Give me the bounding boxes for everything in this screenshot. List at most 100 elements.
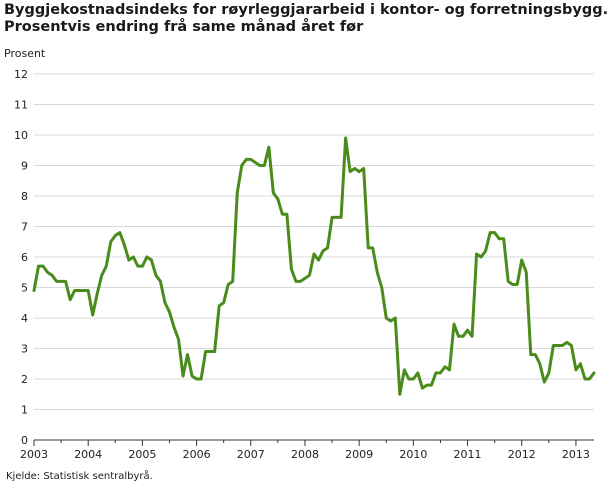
data-point-2012-11 bbox=[565, 341, 569, 344]
data-point-2004-02 bbox=[91, 313, 94, 317]
data-point-2010-01 bbox=[412, 377, 415, 381]
data-point-2010-12 bbox=[461, 335, 465, 338]
data-point-2012-01 bbox=[520, 258, 523, 262]
data-point-2012-03 bbox=[529, 353, 532, 356]
data-point-2008-06 bbox=[326, 246, 329, 250]
data-point-2007-05 bbox=[267, 146, 271, 149]
data-point-2011-11 bbox=[511, 283, 514, 286]
x-tick-label-2004: 2004 bbox=[74, 448, 102, 461]
data-point-2013-02 bbox=[579, 362, 582, 365]
data-point-2012-12 bbox=[570, 344, 573, 347]
data-point-2003-04 bbox=[46, 271, 49, 274]
data-point-2006-08 bbox=[226, 283, 230, 286]
data-point-2005-10 bbox=[181, 374, 185, 378]
data-point-2013-04 bbox=[588, 377, 591, 381]
y-tick-label-1: 1 bbox=[21, 404, 28, 417]
data-point-2011-09 bbox=[502, 237, 505, 240]
data-point-2008-07 bbox=[330, 216, 334, 219]
source-note: Kjelde: Statistisk sentralbyrå. bbox=[6, 471, 153, 482]
data-point-2006-12 bbox=[245, 158, 248, 161]
data-point-2004-11 bbox=[132, 255, 135, 259]
data-point-2009-12 bbox=[407, 377, 411, 381]
x-tick-label-2010: 2010 bbox=[399, 448, 427, 461]
data-point-2006-02 bbox=[199, 377, 203, 381]
y-tick-label-9: 9 bbox=[21, 160, 28, 173]
data-point-2012-05 bbox=[538, 362, 542, 365]
x-tick-label-2011: 2011 bbox=[454, 448, 482, 461]
data-point-2008-12 bbox=[353, 167, 356, 170]
data-point-2007-06 bbox=[272, 191, 275, 195]
data-point-2009-09 bbox=[394, 316, 397, 320]
data-point-2011-08 bbox=[497, 237, 501, 240]
data-point-2005-02 bbox=[145, 255, 149, 259]
x-tick-label-2012: 2012 bbox=[508, 448, 536, 461]
data-point-2004-04 bbox=[100, 274, 103, 277]
data-point-2007-07 bbox=[276, 197, 280, 201]
data-point-2012-09 bbox=[556, 344, 560, 347]
data-point-2006-06 bbox=[217, 304, 221, 307]
y-tick-label-3: 3 bbox=[21, 343, 28, 356]
data-point-2007-03 bbox=[258, 164, 262, 167]
data-point-2010-05 bbox=[430, 383, 433, 387]
data-point-2011-07 bbox=[493, 231, 496, 234]
data-point-2010-09 bbox=[448, 368, 451, 372]
data-point-2009-06 bbox=[380, 286, 383, 289]
data-point-2011-06 bbox=[488, 231, 492, 234]
chart-subtitle: Prosentvis endring frå same månad året f… bbox=[4, 19, 364, 35]
data-point-2011-10 bbox=[506, 280, 510, 283]
data-point-2009-11 bbox=[403, 368, 406, 372]
data-point-2013-03 bbox=[583, 377, 587, 381]
data-point-2005-06 bbox=[163, 301, 167, 304]
data-point-2010-11 bbox=[457, 335, 460, 338]
data-point-2011-01 bbox=[466, 329, 469, 332]
data-point-2007-04 bbox=[263, 164, 266, 167]
chart-title: Byggjekostnadsindeks for røyrleggjararbe… bbox=[4, 2, 608, 36]
data-point-2012-07 bbox=[547, 371, 551, 375]
data-point-2010-03 bbox=[421, 386, 424, 390]
data-point-2004-07 bbox=[114, 234, 117, 237]
data-point-2009-04 bbox=[371, 246, 374, 250]
data-point-2004-01 bbox=[86, 289, 90, 292]
data-point-2009-03 bbox=[366, 246, 370, 250]
data-point-2003-07 bbox=[59, 280, 63, 283]
y-tick-label-4: 4 bbox=[21, 312, 28, 325]
data-point-2005-01 bbox=[141, 264, 144, 268]
gridlines bbox=[34, 73, 594, 410]
data-point-2003-11 bbox=[77, 289, 81, 292]
y-tick-label-5: 5 bbox=[21, 282, 28, 295]
data-point-2006-09 bbox=[231, 280, 234, 283]
data-point-2005-07 bbox=[168, 310, 171, 314]
data-point-2004-08 bbox=[118, 231, 122, 234]
data-point-2012-10 bbox=[561, 344, 564, 347]
data-point-2006-07 bbox=[222, 301, 225, 304]
y-tick-label-11: 11 bbox=[14, 99, 28, 112]
data-point-2005-05 bbox=[159, 280, 162, 283]
chart-title-line1: Byggjekostnadsindeks for røyrleggjararbe… bbox=[4, 2, 609, 18]
data-point-2008-11 bbox=[348, 170, 352, 173]
data-point-2009-08 bbox=[389, 319, 392, 323]
data-point-2006-11 bbox=[240, 164, 243, 167]
data-point-2011-05 bbox=[484, 249, 487, 253]
data-point-2004-09 bbox=[123, 243, 126, 246]
data-point-2003-03 bbox=[41, 264, 45, 268]
data-point-2008-09 bbox=[339, 216, 343, 219]
data-point-2008-08 bbox=[335, 216, 338, 219]
data-point-2006-05 bbox=[213, 350, 216, 353]
data-point-2004-10 bbox=[127, 258, 131, 262]
y-tick-label-10: 10 bbox=[14, 129, 28, 142]
data-point-2009-07 bbox=[385, 316, 388, 320]
x-tick-label-2009: 2009 bbox=[345, 448, 373, 461]
data-point-2005-04 bbox=[154, 274, 158, 277]
data-point-2012-04 bbox=[534, 353, 537, 356]
data-point-2008-10 bbox=[344, 136, 347, 140]
data-point-2004-03 bbox=[96, 292, 99, 295]
data-point-2005-09 bbox=[177, 338, 180, 341]
data-point-2006-04 bbox=[208, 350, 212, 353]
data-point-2009-02 bbox=[362, 167, 365, 170]
data-point-2010-08 bbox=[443, 365, 447, 368]
data-point-2005-12 bbox=[190, 374, 194, 378]
series-line-0 bbox=[32, 136, 596, 396]
data-point-2008-03 bbox=[312, 252, 316, 256]
